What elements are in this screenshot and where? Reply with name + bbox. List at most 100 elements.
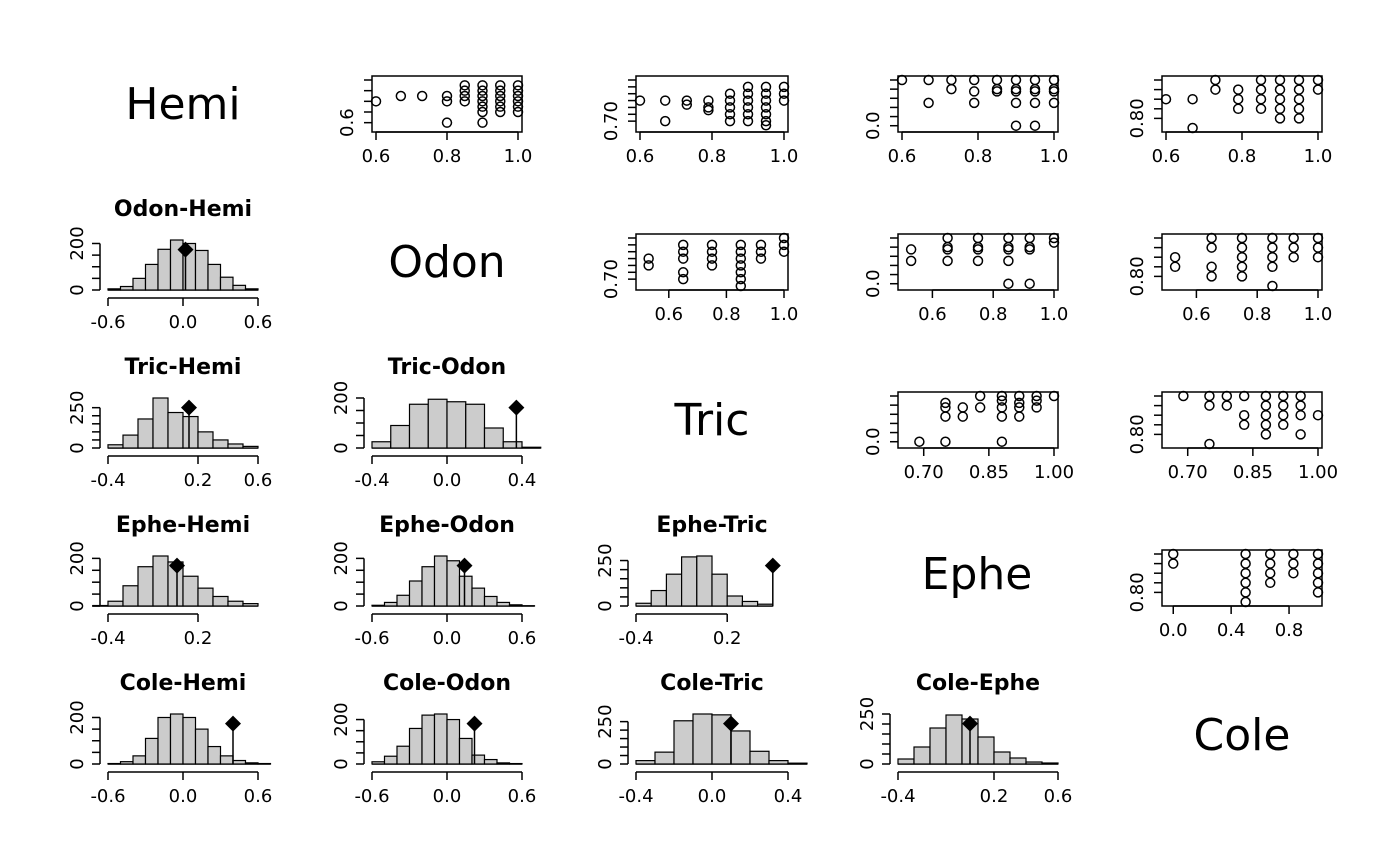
diag-label-ephe: Ephe	[922, 549, 1033, 600]
hist-odon-hemi-x-tick-label: 0.6	[244, 312, 273, 333]
hist-ephe-tric-bar	[635, 602, 652, 607]
diag-label-odon: Odon	[388, 237, 505, 288]
scatter-odon-vs-ephe-point	[905, 244, 917, 255]
scatter-tric-vs-ephe-point	[940, 397, 951, 409]
hist-ephe-tric-y-axis: 0 250	[595, 543, 629, 612]
scatter-hemi-vs-odon-point	[495, 85, 506, 96]
scatter-hemi-vs-tric-point	[703, 104, 714, 116]
scatter-odon-vs-cole-x-tick-label: 0.6	[1182, 304, 1211, 325]
scatter-hemi-vs-ephe-point	[1029, 86, 1041, 97]
scatter-hemi-vs-odon-y-tick-label: 0.6	[337, 108, 358, 137]
hist-ephe-hemi-x-axis: -0.4 0.2	[90, 613, 212, 649]
scatter-hemi-vs-tric-point	[742, 95, 754, 106]
hist-cole-ephe-y-tick-label: 0	[857, 758, 878, 769]
scatter-odon-vs-ephe-point	[1048, 237, 1060, 248]
scatter-odon-vs-tric-point	[706, 239, 718, 251]
hist-cole-hemi-x-tick-label: 0.0	[169, 786, 198, 807]
scatter-tric-vs-cole-point	[1178, 390, 1189, 402]
scatter-hemi-vs-odon-point	[495, 96, 506, 107]
scatter-odon-vs-tric-point	[735, 273, 747, 285]
hist-tric-odon-bar	[465, 403, 486, 449]
scatter-hemi-vs-odon-point	[477, 117, 488, 128]
scatter-tric-vs-ephe-x-tick-label: 0.70	[904, 462, 944, 483]
scatter-odon-vs-ephe-point	[942, 244, 953, 255]
scatter-hemi-vs-tric-point	[778, 95, 790, 106]
hist-cole-odon-x-axis: -0.6 0.0 0.6	[354, 771, 536, 807]
hist-odon-hemi-title: Odon-Hemi	[114, 197, 252, 222]
hist-tric-hemi-bar	[227, 443, 244, 449]
scatter-hemi-vs-tric-point	[724, 88, 736, 99]
hist-tric-hemi-x-tick-label: -0.4	[90, 470, 125, 491]
hist-cole-ephe-x-tick-label: 0.2	[980, 786, 1009, 807]
scatter-hemi-vs-cole-y-tick-label: 0.80	[1127, 98, 1148, 138]
hist-ephe-tric-panel: Ephe-Tric -0.4 0.2 0 250	[595, 513, 781, 649]
scatter-odon-vs-cole-y-tick-label: 0.80	[1127, 256, 1148, 296]
scatter-tric-vs-ephe-point	[914, 436, 925, 447]
scatter-hemi-vs-ephe-x-tick-label: 1.0	[1040, 146, 1069, 167]
hist-cole-tric-bar	[692, 713, 713, 765]
hist-tric-hemi-y-tick-label: 250	[67, 390, 88, 424]
hist-cole-ephe-bar	[897, 758, 915, 765]
scatter-ephe-vs-cole-y-axis: 0.80	[1127, 553, 1162, 612]
scatter-hemi-vs-ephe-panel: 0.6 0.8 1.0 0.0	[863, 74, 1069, 167]
scatter-odon-vs-ephe-point	[905, 255, 917, 267]
hist-tric-odon-y-axis: 0 200	[331, 381, 365, 454]
scatter-hemi-vs-odon-point	[495, 80, 506, 91]
scatter-hemi-vs-ephe-x-tick-label: 0.8	[964, 146, 993, 167]
scatter-hemi-vs-ephe-y-axis: 0.0	[863, 79, 898, 140]
hist-cole-hemi-bar	[157, 716, 172, 765]
scatter-tric-vs-ephe-panel: 0.70 0.85 1.00 0.0	[863, 390, 1074, 483]
hist-cole-ephe-bar	[993, 751, 1011, 765]
scatter-hemi-vs-cole-point	[1293, 113, 1305, 124]
hist-tric-odon-bar	[408, 403, 429, 449]
hist-ephe-odon-bar	[371, 604, 386, 607]
scatter-tric-vs-ephe-point	[1014, 397, 1025, 409]
scatter-tric-vs-cole-x-tick-label: 1.00	[1298, 462, 1338, 483]
scatter-odon-vs-tric-point	[706, 253, 718, 264]
scatter-hemi-vs-odon-point	[477, 96, 488, 107]
scatter-tric-vs-cole-x-axis: 0.70 0.85 1.00	[1168, 447, 1338, 483]
hist-cole-hemi-y-tick-label: 0	[67, 758, 88, 769]
scatter-hemi-vs-tric-point	[742, 109, 754, 120]
hist-ephe-hemi-bar	[107, 600, 124, 607]
scatter-odon-vs-ephe-point	[972, 255, 984, 267]
hist-odon-hemi-y-axis: 0 200	[67, 226, 101, 296]
hist-tric-odon-bar	[371, 441, 392, 449]
hist-cole-tric-observed-marker	[723, 715, 739, 732]
hist-odon-hemi-bar	[144, 263, 159, 291]
hist-odon-hemi-x-tick-label: -0.6	[90, 312, 125, 333]
scatter-hemi-vs-ephe-point	[968, 86, 980, 97]
hist-ephe-odon-bar	[383, 601, 398, 607]
hist-cole-hemi-bar	[244, 762, 259, 765]
hist-ephe-hemi-bar	[197, 587, 214, 607]
scatter-odon-vs-cole-point	[1312, 251, 1324, 263]
scatter-ephe-vs-cole-point	[1312, 587, 1324, 598]
hist-tric-odon-observed-marker	[508, 399, 525, 416]
scatter-hemi-vs-ephe-point	[968, 74, 980, 86]
hist-cole-hemi-bar	[169, 713, 184, 765]
scatter-hemi-vs-tric-point	[724, 102, 736, 113]
scatter-hemi-vs-cole-point	[1187, 93, 1198, 105]
hist-ephe-hemi-bar	[122, 585, 139, 607]
scatter-tric-vs-ephe-point	[996, 411, 1008, 422]
hist-cole-tric-bar	[635, 760, 656, 765]
hist-cole-odon-x-tick-label: 0.0	[433, 786, 462, 807]
hist-cole-tric-bar	[654, 751, 675, 765]
hist-ephe-odon-bar	[433, 555, 448, 607]
hist-odon-hemi-bar	[107, 288, 122, 291]
scatter-ephe-vs-cole-point	[1167, 558, 1179, 569]
hist-tric-odon-bar	[521, 446, 542, 449]
hist-ephe-odon-bar	[446, 560, 461, 607]
hist-cole-tric-x-tick-label: 0.0	[698, 786, 727, 807]
hist-ephe-odon-bar	[421, 566, 436, 607]
hist-ephe-odon-y-tick-label: 200	[331, 541, 352, 575]
scatter-odon-vs-tric-point	[735, 246, 747, 257]
hist-ephe-tric-y-tick-label: 250	[595, 543, 616, 577]
scatter-hemi-vs-odon-point	[441, 96, 453, 107]
hist-ephe-odon-bar	[471, 587, 486, 607]
scatter-tric-vs-cole-point	[1238, 390, 1250, 402]
hist-tric-hemi-x-tick-label: 0.6	[244, 470, 273, 491]
scatter-hemi-vs-odon-point	[512, 101, 524, 112]
hist-odon-hemi-x-axis: -0.6 0.0 0.6	[90, 297, 273, 333]
scatter-odon-vs-tric-point	[677, 267, 689, 278]
